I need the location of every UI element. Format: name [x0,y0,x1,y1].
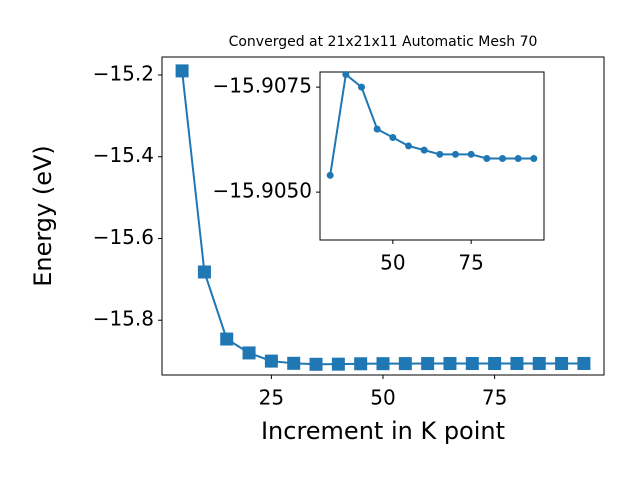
marker [242,346,256,360]
x-tick-label: 50 [380,251,405,275]
x-axis-label: Increment in K point [261,417,505,445]
marker [405,142,413,150]
marker [197,265,211,279]
marker [488,357,502,371]
marker [373,125,381,133]
marker [467,150,475,158]
x-tick-label: 50 [370,386,395,410]
marker [451,150,459,158]
marker [287,356,301,370]
chart-title: Converged at 21x21x11 Automatic Mesh 70 [229,34,538,50]
x-tick-label: 25 [259,386,284,410]
marker [376,357,390,371]
marker [577,356,591,370]
marker [398,357,412,371]
marker [483,155,491,163]
y-axis-label: Energy (eV) [29,145,57,287]
marker [530,155,538,163]
marker [510,356,524,370]
marker [555,356,569,370]
y-tick-label: −15.6 [93,225,154,249]
plot-area [319,71,545,241]
marker [421,357,435,371]
y-tick-label: −15.4 [93,143,154,167]
x-tick-label: 75 [458,251,483,275]
marker [264,354,278,368]
marker [532,356,546,370]
marker [358,83,366,91]
marker [342,71,350,79]
marker [443,357,457,371]
marker [354,357,368,371]
x-tick-label: 75 [482,386,507,410]
y-tick-label: −15.2 [93,61,154,85]
marker [309,357,323,371]
marker [436,150,444,158]
y-tick-label: −15.8 [93,307,154,331]
marker [389,134,397,142]
y-tick-label: −15.9075 [213,74,312,98]
marker [514,155,522,163]
marker [420,146,428,154]
marker [175,64,189,78]
y-tick-label: −15.9050 [213,179,312,203]
marker [326,171,334,179]
marker [331,357,345,371]
marker [465,357,479,371]
marker [498,155,506,163]
marker [220,332,234,346]
